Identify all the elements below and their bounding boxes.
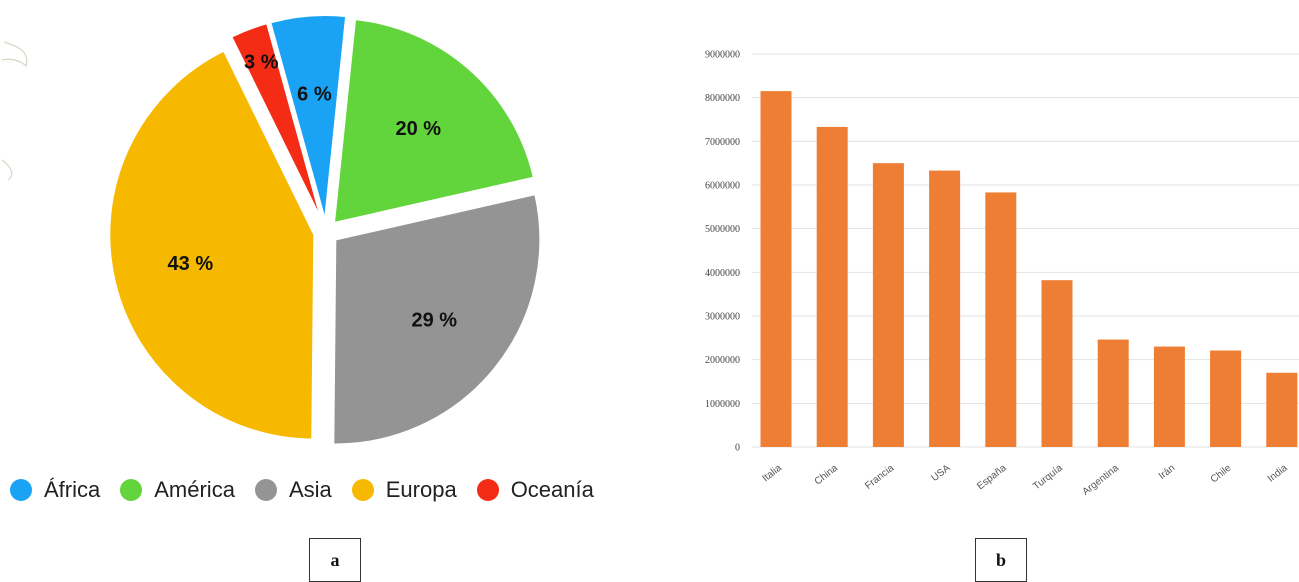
x-tick-label-iran: Irán xyxy=(1157,463,1177,482)
legend-item-america: América xyxy=(120,477,235,503)
legend-item-africa: África xyxy=(10,477,100,503)
y-tick-label: 2000000 xyxy=(705,355,740,366)
pie-slice-europa xyxy=(108,49,316,441)
legend-swatch-europa xyxy=(351,479,374,501)
pie-slice-asia xyxy=(332,192,542,446)
x-tick-label-china: China xyxy=(813,462,841,487)
y-tick-label: 6000000 xyxy=(705,181,740,192)
x-tick-label-espana: España xyxy=(975,462,1009,492)
y-tick-label: 0 xyxy=(735,443,740,454)
bar-argentina xyxy=(1097,339,1129,447)
x-tick-label-chile: Chile xyxy=(1209,462,1234,485)
bar-chart: 0 1000000 2000000 3000000 4000000 5000000 6000… xyxy=(705,50,1299,498)
decorative-leaf-sketch xyxy=(1,41,28,181)
legend-item-oceania: Oceanía xyxy=(476,477,594,503)
pie-slice-africa xyxy=(269,14,348,221)
bar-francia xyxy=(872,163,904,447)
pie-legend: África América Asia Europa Oceanía xyxy=(10,472,614,508)
y-tick-label: 4000000 xyxy=(705,268,740,279)
legend-swatch-asia xyxy=(254,479,277,501)
legend-swatch-oceania xyxy=(476,479,499,501)
bar-india xyxy=(1266,372,1298,447)
x-tick-label-italia: Italia xyxy=(760,462,784,484)
pie-slice-oceania xyxy=(230,21,323,222)
pie-label-oceania: 3 % xyxy=(244,52,279,74)
y-tick-label: 9000000 xyxy=(705,50,740,61)
bar-usa xyxy=(929,170,961,447)
pie-label-europa: 43 % xyxy=(168,253,214,275)
bar-italia xyxy=(760,91,792,447)
bar-chile xyxy=(1210,350,1242,447)
legend-label-africa: África xyxy=(44,477,101,502)
y-tick-label: 5000000 xyxy=(705,224,740,235)
legend-label-america: América xyxy=(154,477,235,502)
pie-chart: 6 % 20 % 29 % 43 % 3 % xyxy=(108,14,542,446)
panel-label-a: a xyxy=(309,538,361,582)
pie-label-africa: 6 % xyxy=(297,83,332,105)
pie-label-asia: 29 % xyxy=(411,309,457,331)
bar-espana xyxy=(985,192,1017,447)
y-tick-label: 8000000 xyxy=(705,93,740,104)
legend-swatch-america xyxy=(120,479,143,501)
x-tick-label-usa: USA xyxy=(929,462,952,484)
panel-label-b: b xyxy=(975,538,1027,582)
x-tick-label-argentina: Argentina xyxy=(1081,462,1122,497)
legend-label-asia: Asia xyxy=(288,477,332,502)
bar-turquia xyxy=(1041,280,1073,447)
legend-label-europa: Europa xyxy=(385,477,457,502)
x-tick-label-india: India xyxy=(1266,462,1290,484)
bar-china xyxy=(816,126,848,447)
legend-label-oceania: Oceanía xyxy=(510,477,594,502)
bar-iran xyxy=(1153,346,1185,447)
pie-label-america: 20 % xyxy=(395,118,441,140)
legend-swatch-africa xyxy=(10,479,32,501)
pie-slice-america xyxy=(332,18,536,225)
legend-item-europa: Europa xyxy=(351,477,457,503)
x-tick-label-turquia: Turquía xyxy=(1031,462,1065,492)
legend-item-asia: Asia xyxy=(254,477,332,503)
x-tick-label-francia: Francia xyxy=(863,462,896,491)
y-tick-label: 1000000 xyxy=(705,399,740,410)
y-tick-label: 7000000 xyxy=(705,137,740,148)
y-tick-label: 3000000 xyxy=(705,312,740,323)
